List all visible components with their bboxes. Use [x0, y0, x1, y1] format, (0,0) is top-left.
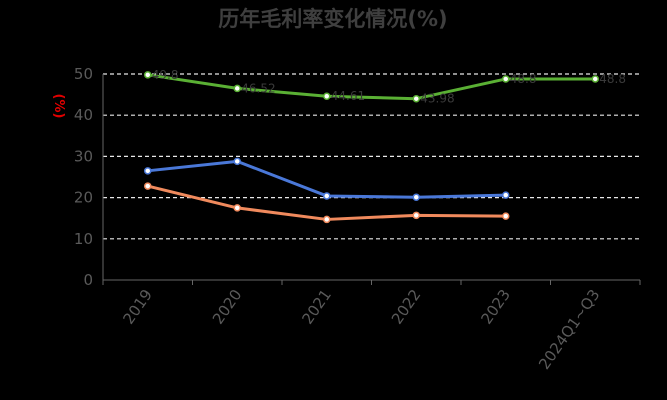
series-3-point: [412, 211, 420, 220]
series-1-point: [591, 75, 599, 83]
data-label: 46.52: [241, 81, 275, 95]
data-labels: 49.8 46.52 44.61 43.98 48.8 48.8: [152, 68, 626, 106]
y-tick-label: 20: [74, 189, 93, 207]
data-label: 48.8: [510, 72, 537, 86]
series-3-point: [502, 212, 510, 220]
series-2-point: [323, 192, 331, 200]
series-3-point: [323, 215, 331, 224]
series-line-2: [147, 159, 506, 199]
y-tick-label: 50: [74, 65, 93, 83]
data-label: 43.98: [420, 92, 454, 106]
x-tick-label: 2020: [209, 286, 246, 328]
series-1-point: [323, 92, 331, 100]
series-3-point: [144, 182, 152, 190]
y-tick-label: 30: [74, 147, 93, 165]
series-group: [144, 71, 599, 224]
chart-title: 历年毛利率变化情况(%): [218, 7, 447, 31]
series-2-point: [233, 157, 241, 166]
x-tick-label: 2019: [119, 286, 156, 328]
x-tick-label: 2023: [477, 286, 514, 328]
series-1-point: [144, 71, 152, 79]
y-tick-label: 10: [74, 230, 93, 248]
series-1-point: [233, 84, 241, 93]
x-tick-label: 2022: [388, 286, 425, 328]
series-1-point: [502, 75, 510, 83]
data-label: 49.8: [152, 68, 179, 82]
series-3-point: [233, 204, 241, 212]
series-line-3: [147, 184, 506, 221]
data-label: 48.8: [599, 72, 626, 86]
x-tick-label: 2021: [298, 286, 335, 328]
series-2-point: [502, 191, 510, 199]
y-tick-label: 0: [83, 271, 93, 289]
data-label: 44.61: [331, 89, 365, 103]
series-1-point: [412, 94, 420, 103]
y-axis-label: (%): [51, 94, 66, 119]
series-2-point: [412, 193, 420, 201]
y-tick-label: 40: [74, 106, 93, 124]
series-line-1: [147, 73, 596, 101]
series-2-point: [144, 167, 152, 175]
x-tick-label: 2024Q1~Q3: [535, 286, 603, 373]
